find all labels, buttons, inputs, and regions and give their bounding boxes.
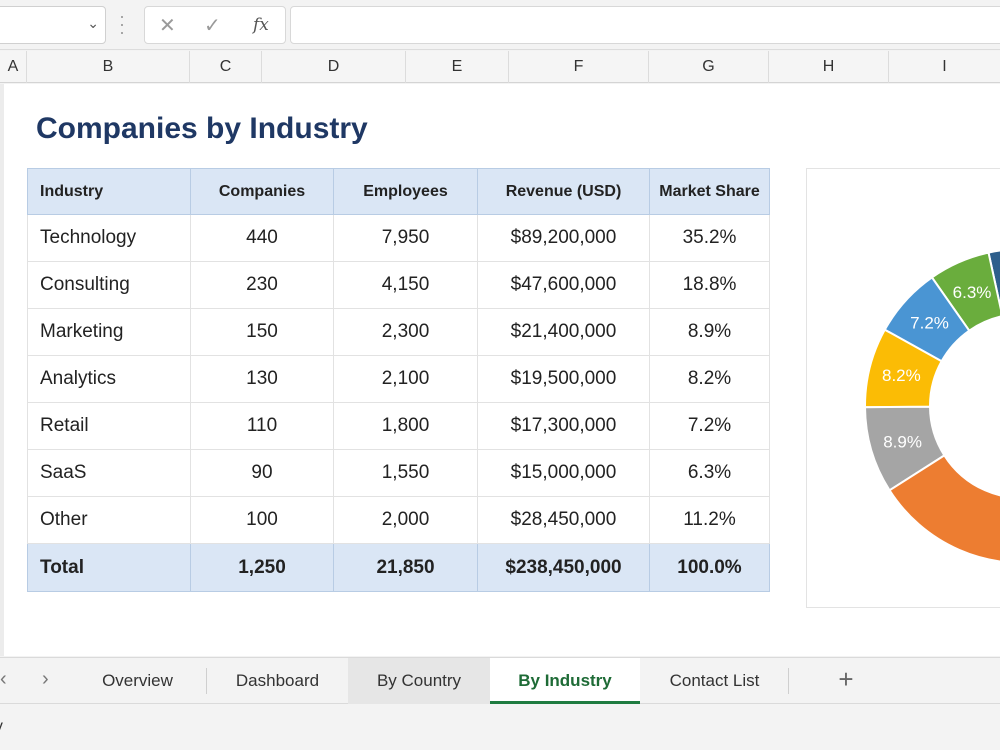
donut-slice-label: 7.2% [910,314,949,333]
status-bar: dy [0,705,1000,750]
cell-companies[interactable]: 110 [190,402,334,450]
formula-input[interactable] [290,6,1000,44]
cell-industry[interactable]: SaaS [27,449,191,497]
cell-employees[interactable]: 1,550 [333,449,478,497]
cell-revenue[interactable]: $17,300,000 [477,402,650,450]
industry-table: Industry Companies Employees Revenue (US… [27,168,770,592]
status-text: dy [0,718,3,736]
cell-market-share[interactable]: 35.2% [649,214,770,262]
cell-employees[interactable]: 2,100 [333,355,478,403]
chevron-down-icon[interactable]: ⌄ [87,15,99,31]
column-header-f[interactable]: F [509,51,649,83]
cell-market-share[interactable]: 8.9% [649,308,770,356]
cell-industry[interactable]: Other [27,496,191,544]
column-header-i[interactable]: I [942,58,947,75]
tab-overview[interactable]: Overview [68,658,207,704]
total-row: Total 1,250 21,850 $238,450,000 100.0% [27,543,770,592]
cell-companies[interactable]: 100 [190,496,334,544]
header-employees[interactable]: Employees [333,168,478,215]
cell-industry[interactable]: Retail [27,402,191,450]
cell-companies[interactable]: 230 [190,261,334,309]
donut-slice-label: 6.3% [953,283,992,302]
cell-companies[interactable]: 90 [190,449,334,497]
table-row: Technology 440 7,950 $89,200,000 35.2% [27,214,770,262]
cell-employees[interactable]: 1,800 [333,402,478,450]
cell-companies[interactable]: 130 [190,355,334,403]
chevron-right-icon[interactable]: › [42,668,49,690]
donut-slice-label: 8.9% [883,432,922,451]
header-industry[interactable]: Industry [27,168,191,215]
table-row: SaaS 90 1,550 $15,000,000 6.3% [27,449,770,497]
donut-chart[interactable]: 11.26.3%7.2%8.2%8.9% [806,168,1000,608]
column-header-g[interactable]: G [649,51,769,83]
cell-revenue[interactable]: $89,200,000 [477,214,650,262]
total-market-share[interactable]: 100.0% [649,543,770,592]
chevron-left-icon[interactable]: ‹ [0,668,7,690]
total-employees[interactable]: 21,850 [333,543,478,592]
cell-revenue[interactable]: $15,000,000 [477,449,650,497]
formula-bar: ⌄ · · · ✕ ✓ fx [0,0,1000,50]
cell-employees[interactable]: 7,950 [333,214,478,262]
cell-employees[interactable]: 2,300 [333,308,478,356]
column-header-c[interactable]: C [190,51,262,83]
table-row: Retail 110 1,800 $17,300,000 7.2% [27,402,770,450]
column-header-a[interactable]: A [0,51,27,83]
name-box[interactable]: ⌄ [0,6,106,44]
cell-employees[interactable]: 2,000 [333,496,478,544]
page-title: Companies by Industry [36,112,368,145]
insert-function-button[interactable]: fx [253,15,269,35]
donut-slice[interactable] [888,454,1000,563]
table-row: Other 100 2,000 $28,450,000 11.2% [27,496,770,544]
cell-revenue[interactable]: $28,450,000 [477,496,650,544]
add-sheet-button[interactable]: + [838,664,854,694]
header-market-share[interactable]: Market Share [649,168,770,215]
cell-market-share[interactable]: 8.2% [649,355,770,403]
total-companies[interactable]: 1,250 [190,543,334,592]
cell-market-share[interactable]: 18.8% [649,261,770,309]
cell-revenue[interactable]: $21,400,000 [477,308,650,356]
table-row: Consulting 230 4,150 $47,600,000 18.8% [27,261,770,309]
cancel-icon[interactable]: ✕ [159,15,176,37]
cell-market-share[interactable]: 11.2% [649,496,770,544]
total-revenue[interactable]: $238,450,000 [477,543,650,592]
tab-contact-list[interactable]: Contact List [640,658,789,704]
column-header-h[interactable]: H [769,51,889,83]
tab-dashboard[interactable]: Dashboard [235,671,320,690]
header-revenue[interactable]: Revenue (USD) [477,168,650,215]
cell-industry[interactable]: Technology [27,214,191,262]
cell-companies[interactable]: 150 [190,308,334,356]
total-label[interactable]: Total [27,543,191,592]
header-companies[interactable]: Companies [190,168,334,215]
donut-chart-svg: 11.26.3%7.2%8.2%8.9% [863,249,1000,563]
cell-revenue[interactable]: $19,500,000 [477,355,650,403]
column-header-e[interactable]: E [406,51,509,83]
tab-by-country[interactable]: By Country [348,658,490,704]
table-row: Analytics 130 2,100 $19,500,000 8.2% [27,355,770,403]
column-header-b[interactable]: B [27,51,190,83]
cell-industry[interactable]: Marketing [27,308,191,356]
cell-industry[interactable]: Consulting [27,261,191,309]
column-headers: A B C D E F G H I [0,51,1000,83]
cell-market-share[interactable]: 7.2% [649,402,770,450]
row-header-strip [0,84,4,656]
table-header-row: Industry Companies Employees Revenue (US… [27,168,770,215]
formula-buttons: ✕ ✓ fx [144,6,286,44]
cell-companies[interactable]: 440 [190,214,334,262]
table-row: Marketing 150 2,300 $21,400,000 8.9% [27,308,770,356]
more-options-icon[interactable]: · · · [119,6,125,42]
cell-employees[interactable]: 4,150 [333,261,478,309]
column-header-d[interactable]: D [262,51,406,83]
cell-industry[interactable]: Analytics [27,355,191,403]
cell-revenue[interactable]: $47,600,000 [477,261,650,309]
donut-slice-label: 8.2% [882,366,921,385]
tab-by-industry[interactable]: By Industry [490,658,640,704]
cell-market-share[interactable]: 6.3% [649,449,770,497]
check-icon[interactable]: ✓ [204,15,221,37]
sheet-tabs: ‹ › Overview Dashboard By Country By Ind… [0,657,1000,704]
